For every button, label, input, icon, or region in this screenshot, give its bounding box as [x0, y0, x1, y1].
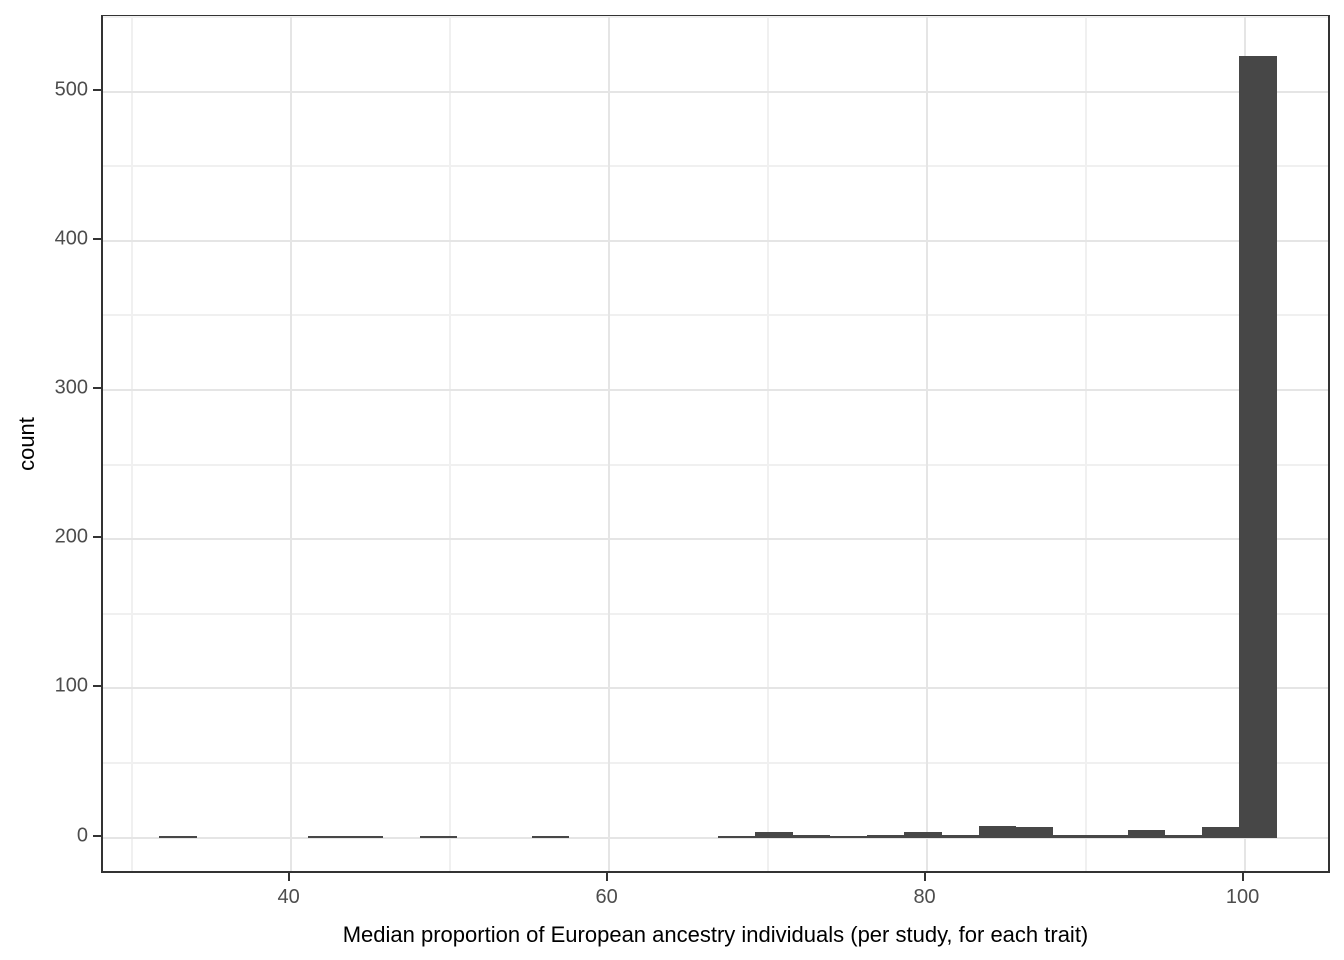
y-tick-label: 300: [54, 376, 88, 399]
y-major-gridline: [103, 836, 1328, 839]
y-tick-mark: [93, 834, 101, 837]
y-major-gridline: [103, 687, 1328, 690]
histogram-bar: [420, 836, 458, 838]
y-tick-label: 0: [76, 824, 88, 847]
y-major-gridline: [103, 90, 1328, 93]
y-tick-label: 400: [54, 227, 88, 250]
y-tick-mark: [93, 237, 101, 240]
x-tick-mark: [1241, 873, 1244, 881]
y-axis-title: count: [14, 417, 39, 471]
y-tick-label: 200: [54, 525, 88, 548]
histogram-bar: [1053, 834, 1091, 838]
x-tick-label: 100: [1225, 886, 1260, 908]
x-minor-gridline: [130, 17, 133, 871]
x-minor-gridline: [766, 17, 769, 871]
histogram-bar: [829, 836, 868, 838]
y-minor-gridline: [103, 762, 1328, 765]
histogram-bar: [1016, 827, 1054, 838]
y-tick-mark: [93, 536, 101, 539]
y-tick-label: 100: [54, 674, 88, 697]
x-major-gridline: [925, 17, 928, 871]
histogram-bar: [904, 831, 942, 838]
histogram-bar: [718, 836, 756, 838]
plot-panel: [101, 15, 1330, 873]
histogram-bar: [978, 825, 1017, 838]
x-major-gridline: [607, 17, 610, 871]
y-tick-mark: [93, 387, 101, 390]
y-tick-label: 500: [54, 78, 88, 101]
y-tick-mark: [93, 685, 101, 688]
histogram-bar: [1239, 55, 1277, 838]
y-minor-gridline: [103, 612, 1328, 615]
histogram-bar: [941, 834, 979, 838]
x-tick-label: 80: [913, 886, 936, 908]
x-tick-mark: [287, 873, 290, 881]
x-axis-title: Median proportion of European ancestry i…: [342, 922, 1089, 947]
x-tick-label: 60: [595, 886, 618, 908]
x-minor-gridline: [448, 17, 451, 871]
histogram-bar: [755, 831, 793, 838]
histogram-bar: [308, 836, 346, 838]
histogram-bar: [1090, 834, 1128, 838]
histogram-bar: [1165, 834, 1203, 838]
histogram-bar: [345, 836, 383, 838]
y-minor-gridline: [103, 16, 1328, 18]
x-major-gridline: [289, 17, 292, 871]
histogram-bar: [1202, 827, 1240, 838]
y-major-gridline: [103, 389, 1328, 392]
y-major-gridline: [103, 239, 1328, 242]
x-minor-gridline: [1084, 17, 1087, 871]
histogram-bar: [159, 836, 197, 838]
y-major-gridline: [103, 538, 1328, 541]
histogram-bar: [531, 836, 570, 838]
histogram-bar: [792, 834, 830, 838]
y-minor-gridline: [103, 165, 1328, 168]
histogram-bar: [867, 834, 905, 838]
x-tick-label: 40: [277, 886, 300, 908]
y-minor-gridline: [103, 463, 1328, 466]
y-minor-gridline: [103, 314, 1328, 317]
x-tick-mark: [923, 873, 926, 881]
x-tick-mark: [605, 873, 608, 881]
y-tick-mark: [93, 88, 101, 91]
histogram-bar: [1127, 830, 1166, 838]
